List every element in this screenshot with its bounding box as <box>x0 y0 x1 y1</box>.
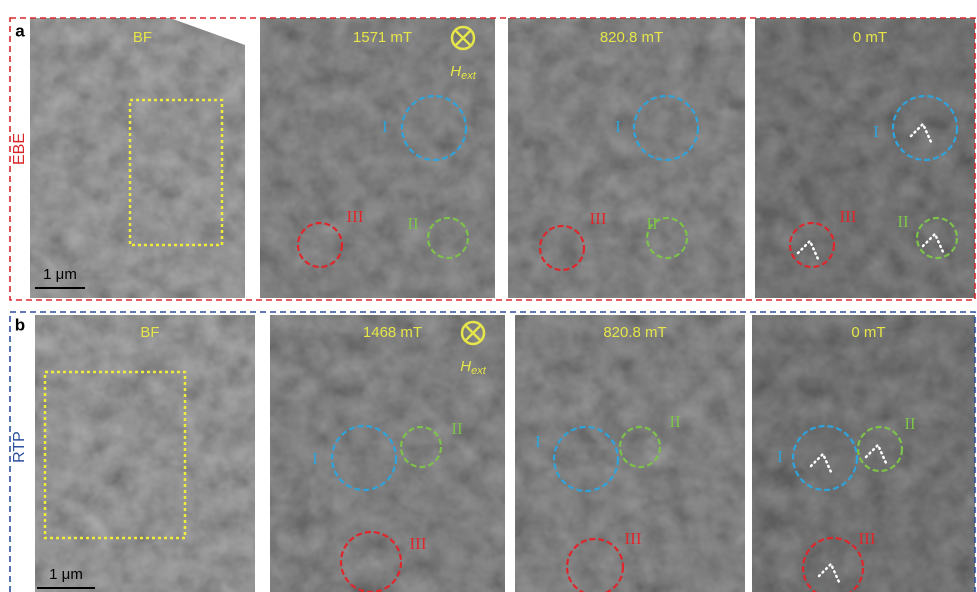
micrograph <box>755 18 975 298</box>
figure: BF1 μm1571 mTHextIIIIII820.8 mTIIIIII0 m… <box>0 0 977 592</box>
region-label: III <box>625 529 642 548</box>
panel-title: 820.8 mT <box>603 324 666 341</box>
region-label: I <box>535 432 541 451</box>
region-label: III <box>590 209 607 228</box>
sample-label: RTP <box>11 431 28 463</box>
micrograph <box>260 18 495 298</box>
micrograph <box>515 315 745 592</box>
micrograph <box>508 18 745 298</box>
row-label: b <box>15 315 25 334</box>
row-label: a <box>15 21 25 40</box>
sample-label: EBE <box>11 133 28 165</box>
region-label: I <box>382 117 388 136</box>
panel-title: BF <box>133 29 152 46</box>
micrograph <box>30 18 245 298</box>
region-label: I <box>615 117 621 136</box>
region-label: II <box>669 412 681 431</box>
region-label: II <box>646 214 658 233</box>
panel-title: 0 mT <box>851 324 885 341</box>
region-label: III <box>840 207 857 226</box>
region-label: II <box>897 212 909 231</box>
micrograph <box>35 315 255 592</box>
region-label: I <box>777 447 783 466</box>
page: {"rows": [ {"label": "a", "sample": "EBE… <box>0 0 977 592</box>
field-subscript: ext <box>471 365 487 377</box>
region-label: II <box>904 414 916 433</box>
scale-bar-label: 1 μm <box>43 266 77 283</box>
region-label: I <box>873 122 879 141</box>
panel-title: BF <box>140 324 159 341</box>
region-label: I <box>312 449 318 468</box>
panel-title: 1571 mT <box>353 29 412 46</box>
micrograph <box>752 315 975 592</box>
region-label: III <box>347 207 364 226</box>
panel-title: 0 mT <box>853 29 887 46</box>
region-label: II <box>451 419 463 438</box>
field-symbol-text: H <box>450 63 461 80</box>
region-label: II <box>407 214 419 233</box>
field-symbol-text: H <box>460 358 471 375</box>
panel-title: 1468 mT <box>363 324 422 341</box>
panel-title: 820.8 mT <box>600 29 663 46</box>
micrograph <box>270 315 505 592</box>
region-label: III <box>859 529 876 548</box>
field-subscript: ext <box>461 70 477 82</box>
region-label: III <box>410 534 427 553</box>
scale-bar-label: 1 μm <box>49 566 83 583</box>
